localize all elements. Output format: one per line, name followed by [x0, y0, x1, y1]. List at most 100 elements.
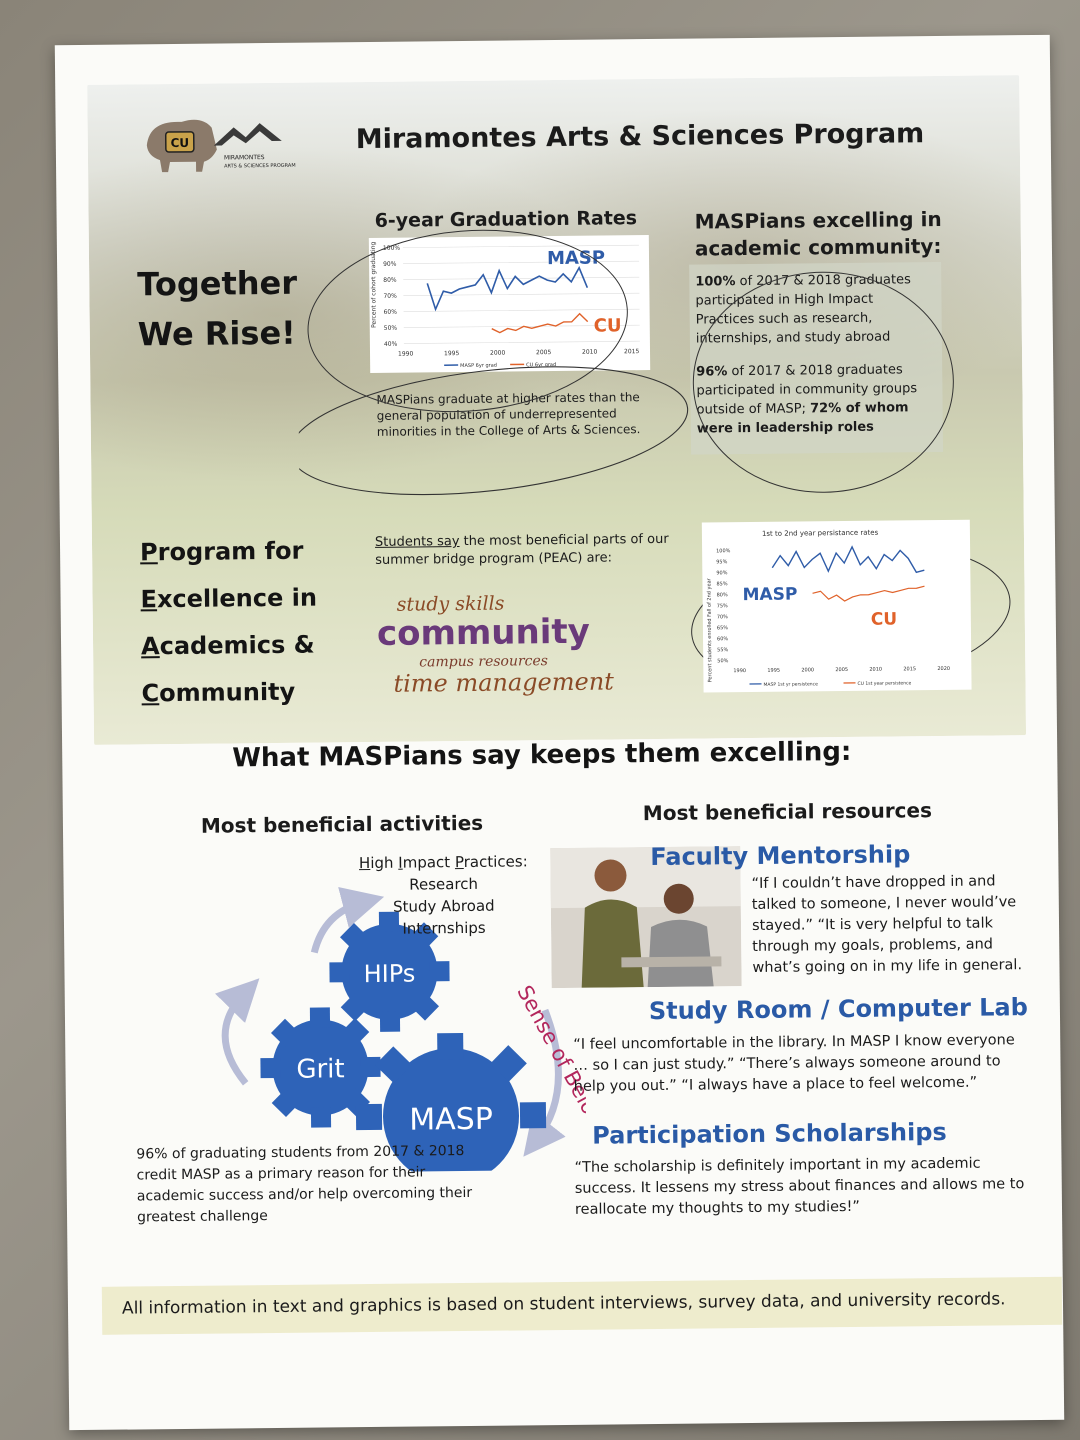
together-heading: Together We Rise! [137, 258, 298, 360]
grad-xtick: 2000 [490, 350, 506, 357]
hips-title-rest3: ractices: [463, 852, 528, 872]
peac-cap: A [140, 632, 160, 661]
graduates-credit-text: 96% of graduating students from 2017 & 2… [136, 1143, 473, 1226]
grad-xtick: 2010 [582, 349, 598, 356]
persist-ytick: 95% [716, 559, 727, 565]
persist-title: 1st to 2nd year persistance rates [762, 529, 879, 538]
hips-title: High Impact Practices: [333, 850, 553, 874]
footer-note: All information in text and graphics is … [101, 1276, 1063, 1335]
logo-line1: MIRAMONTES [224, 154, 265, 161]
persist-xtick: 2020 [937, 666, 950, 672]
mentorship-photo [550, 846, 742, 989]
gear-grit-label: Grit [296, 1054, 345, 1085]
peac-cap: E [140, 585, 158, 614]
hips-title-h: H [358, 853, 371, 873]
grad-cu-label: CU [594, 315, 622, 336]
word-community: community [376, 611, 591, 654]
grad-cu-series [491, 312, 589, 334]
hips-item: Research [409, 874, 479, 894]
gear-masp-icon [355, 1033, 547, 1175]
peac-cap: P [139, 538, 158, 567]
students-say-underlined: Students say [374, 534, 460, 550]
hand-drawn-circles [296, 229, 1011, 690]
grad-ytick: 50% [384, 325, 398, 332]
gears-diagram: HIPs Grit MASP Sense of Belonging [215, 887, 587, 1175]
persist-xticks: 1990 1995 2000 2005 2010 2015 2020 [733, 666, 950, 674]
cu-buffalo-logo: CU MIRAMONTES ARTS & SCIENCES PROGRAM [146, 119, 296, 173]
resource-quote-study-room: “I feel uncomfortable in the library. In… [573, 1032, 1015, 1095]
peac-line: Academics & [141, 622, 318, 671]
logo-mark: CU [170, 136, 189, 150]
together-line1: Together [137, 263, 298, 304]
persist-ytick: 85% [716, 581, 727, 587]
hips-text: High Impact Practices: Research Study Ab… [333, 850, 554, 940]
persist-ytick: 80% [717, 592, 728, 598]
persist-xtick: 2005 [835, 667, 848, 673]
grad-ytick: 100% [383, 245, 401, 252]
gear-masp-label: MASP [409, 1102, 493, 1138]
persist-xtick: 1995 [767, 668, 780, 674]
logo-line2: ARTS & SCIENCES PROGRAM [224, 163, 296, 170]
persist-masp-series [771, 545, 925, 574]
persist-legend-cu: CU 1st year persistence [857, 680, 911, 687]
word-time-management: time management [393, 667, 614, 698]
peac-line: Community [141, 669, 318, 718]
persist-cu-label: CU [871, 609, 897, 629]
activities-heading: Most beneficial activities [200, 810, 484, 838]
peac-line: Excellence in [140, 575, 317, 624]
persist-ytick: 70% [717, 614, 728, 620]
grad-xtick: 1995 [444, 350, 460, 357]
peac-rest: cademics & [159, 630, 315, 661]
page-title: Miramontes Arts & Sciences Program [355, 118, 925, 156]
grad-masp-label: MASP [547, 247, 605, 269]
section-heading: What MASPians say keeps them excelling: [232, 736, 852, 774]
resource-quote-faculty: “If I couldn’t have dropped in and talke… [751, 873, 1023, 976]
gear-hips-icon [329, 911, 450, 1032]
grad-ytick: 70% [383, 293, 397, 300]
peac-heading: Program for Excellence in Academics & Co… [140, 528, 318, 718]
grad-ytick: 80% [383, 277, 397, 284]
resource-quote-scholarships: “The scholarship is definitely important… [574, 1155, 1025, 1218]
grad-xtick: 2005 [536, 349, 552, 356]
persist-masp-label: MASP [742, 585, 797, 606]
peac-line: Program for [140, 528, 317, 577]
grad-legend-masp: MASP 6yr grad [460, 363, 497, 369]
peac-cap: C [141, 679, 160, 708]
peac-rest: ommunity [159, 677, 296, 708]
resources-heading: Most beneficial resources [642, 798, 933, 826]
grad-legend-cu: CU 6yr grad [526, 362, 556, 368]
students-say: Students say the most beneficial parts o… [375, 531, 675, 570]
persist-xtick: 2000 [801, 667, 814, 673]
hips-item: Internships [402, 918, 486, 938]
gear-grit-icon [260, 1007, 381, 1128]
together-line2: We Rise! [137, 313, 296, 354]
persist-xtick: 2015 [903, 666, 916, 672]
persist-xtick: 1990 [733, 668, 746, 674]
resource-title-study-room: Study Room / Computer Lab [648, 993, 1029, 1026]
grad-chart: Percent of cohort graduating 100% 90% 80… [368, 235, 651, 373]
grad-xtick: 2015 [624, 348, 640, 355]
persist-yticks: 100% 95% 90% 85% 80% 75% 70% 65% 60% 55%… [716, 548, 731, 664]
persist-ytick: 60% [717, 636, 728, 642]
gear-hips-label: HIPs [364, 960, 416, 989]
grad-yticks: 100% 90% 80% 70% 60% 50% 40% [383, 245, 401, 348]
persist-ytick: 65% [717, 625, 728, 631]
persist-ytick: 75% [717, 603, 728, 609]
hips-title-rest1: igh [370, 853, 399, 872]
persist-ylabel: Percent students enrolled Fall of 2nd ye… [706, 577, 713, 682]
grad-ytick: 90% [383, 261, 397, 268]
persist-cu-series [812, 585, 925, 602]
resource-title-faculty: Faculty Mentorship [650, 840, 911, 872]
grad-ytick: 40% [384, 341, 398, 348]
peac-rest: xcellence in [156, 583, 318, 614]
grad-xtick: 1990 [398, 351, 414, 358]
grad-ytick: 60% [384, 309, 398, 316]
persist-ytick: 100% [716, 548, 731, 554]
flyer-sheet: CU MIRAMONTES ARTS & SCIENCES PROGRAM Mi… [54, 34, 1065, 1431]
grad-ylabel: Percent of cohort graduating [370, 241, 378, 327]
persist-xtick: 2010 [869, 667, 882, 673]
persist-ytick: 55% [717, 647, 728, 653]
persist-ytick: 90% [716, 570, 727, 576]
resource-title-scholarships: Participation Scholarships [592, 1117, 947, 1150]
persistence-chart: 1st to 2nd year persistance rates Percen… [701, 519, 972, 693]
